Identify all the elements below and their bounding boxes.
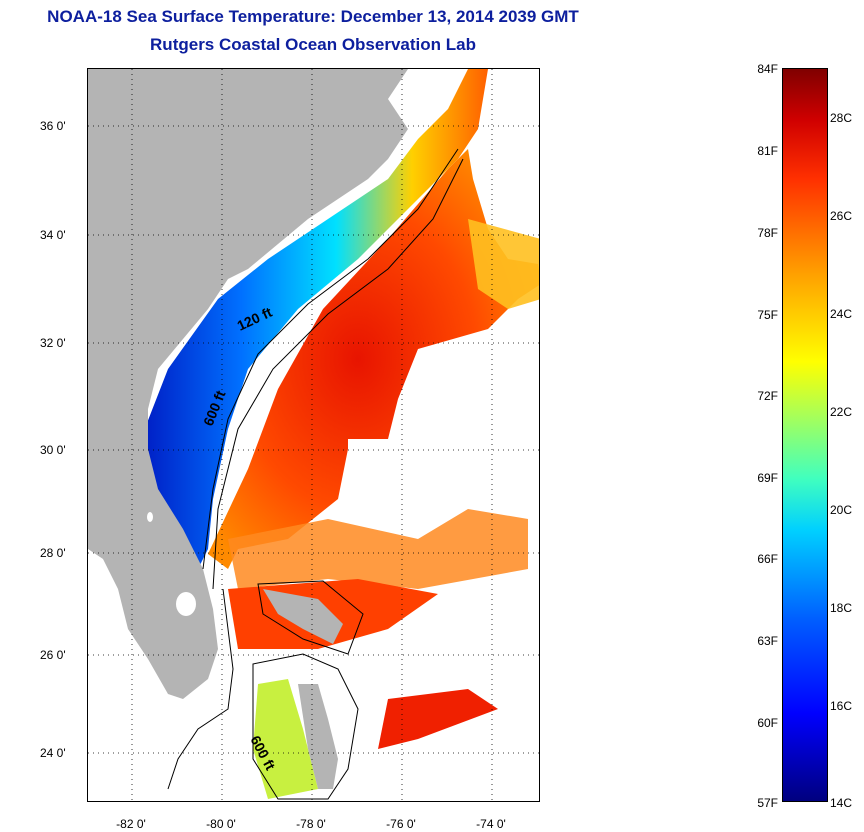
- map-title: NOAA-18 Sea Surface Temperature: Decembe…: [47, 7, 579, 26]
- sst-colorbar: [782, 68, 828, 802]
- lon-label-80: -80 0': [206, 817, 236, 831]
- lon-label-78: -78 0': [296, 817, 326, 831]
- land-bahamas: [298, 684, 338, 789]
- grid-lines: [88, 69, 539, 801]
- map-subtitle: Rutgers Coastal Ocean Observation Lab: [150, 35, 476, 54]
- colorbar-f-63: 63F: [757, 634, 778, 648]
- lake-small: [147, 512, 153, 522]
- contour-bahamas-north: [257, 580, 364, 655]
- colorbar-f-60: 60F: [757, 716, 778, 730]
- lat-label-32: 32 0': [40, 336, 66, 350]
- colorbar-f-66: 66F: [757, 552, 778, 566]
- sst-cool-bank: [253, 679, 318, 799]
- sst-south-band: [228, 509, 528, 589]
- lat-label-24: 24 0': [40, 746, 66, 760]
- lat-label-30: 30 0': [40, 443, 66, 457]
- colorbar-c-20: 20C: [830, 503, 853, 517]
- colorbar-f-75: 75F: [757, 308, 778, 322]
- sst-coastal-cold-band: [108, 69, 488, 569]
- lat-label-36: 36 0': [40, 119, 66, 133]
- colorbar-c-14: 14C: [830, 796, 853, 810]
- colorbar-f-81: 81F: [757, 144, 778, 158]
- sst-east-patch: [468, 219, 539, 309]
- colorbar-f-84: 84F: [757, 62, 778, 76]
- land-bahamas-north: [263, 589, 343, 644]
- sst-south-streak: [378, 689, 498, 749]
- colorbar-f-72: 72F: [757, 389, 778, 403]
- sst-map: 120 ft 600 ft 600 ft: [87, 68, 540, 802]
- colorbar-c-18: 18C: [830, 601, 853, 615]
- colorbar-f-57: 57F: [757, 796, 778, 810]
- lon-label-82: -82 0': [116, 817, 146, 831]
- lon-label-76: -76 0': [386, 817, 416, 831]
- contour-florida-straits: [167, 588, 234, 790]
- contour-600ft: [212, 158, 464, 590]
- lon-label-74: -74 0': [476, 817, 506, 831]
- lat-label-34: 34 0': [40, 228, 66, 242]
- colorbar-c-28: 28C: [830, 111, 853, 125]
- colorbar-c-22: 22C: [830, 405, 853, 419]
- land-us-east-coast: [88, 69, 408, 699]
- colorbar-c-16: 16C: [830, 699, 853, 713]
- colorbar-f-78: 78F: [757, 226, 778, 240]
- lat-label-28: 28 0': [40, 546, 66, 560]
- colorbar-f-69: 69F: [757, 471, 778, 485]
- contour-bahamas-bank: [252, 653, 359, 800]
- colorbar-c-26: 26C: [830, 209, 853, 223]
- contour-120ft: [202, 148, 459, 570]
- lake-okeechobee: [176, 592, 196, 616]
- lat-label-26: 26 0': [40, 648, 66, 662]
- colorbar-c-24: 24C: [830, 307, 853, 321]
- sst-warm-region: [208, 149, 539, 569]
